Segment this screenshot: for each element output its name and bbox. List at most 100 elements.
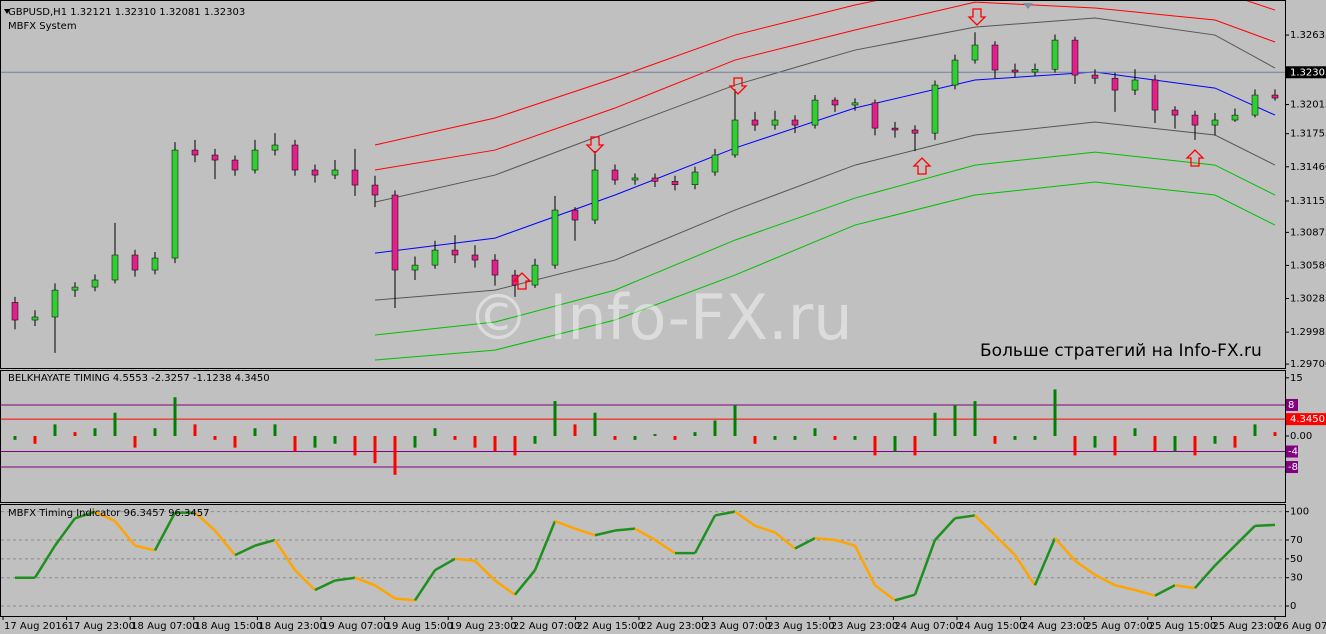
signal-arrows <box>512 8 1205 290</box>
indicator-segment <box>194 511 216 532</box>
x-tick-label: 19 Aug 23:00 <box>449 621 516 632</box>
histogram-bar <box>513 436 517 456</box>
histogram-bar <box>813 428 817 436</box>
indicator-segment <box>74 510 96 520</box>
candle-body <box>1091 74 1099 79</box>
indicator-segment <box>994 534 1016 556</box>
indicator-segment <box>1013 554 1037 586</box>
indicator-segment <box>354 576 376 587</box>
indicator-segment <box>614 527 636 532</box>
indicator-segment <box>1194 564 1216 589</box>
histogram-bar <box>753 436 757 444</box>
indicator-segment <box>654 538 676 555</box>
candle-body <box>31 316 39 321</box>
candle-body <box>891 127 899 131</box>
x-tick-label: 17 Aug 2016 <box>4 621 68 632</box>
belkhayate-title: BELKHAYATE TIMING 4.5553 -2.3257 -1.1238… <box>8 373 270 384</box>
indicator-segment <box>454 557 476 562</box>
sell-arrow <box>967 8 987 26</box>
candle-body <box>911 129 919 134</box>
histogram-bar <box>253 428 257 436</box>
histogram-bar <box>413 436 417 448</box>
indicator-segment <box>1114 584 1136 592</box>
histogram-bar <box>1053 389 1057 436</box>
candle-body <box>151 257 159 271</box>
band-line <box>374 17 1276 203</box>
candle-body <box>1131 79 1139 91</box>
indicator-segment <box>53 517 77 547</box>
candle-body <box>351 169 359 186</box>
candle-body <box>591 169 599 221</box>
candle-body <box>771 119 779 126</box>
indicator-segment <box>714 510 736 517</box>
indicator-segment <box>1074 559 1096 576</box>
buy-arrow <box>1185 149 1205 167</box>
indicator-segment <box>693 514 717 554</box>
candle-body <box>391 194 399 271</box>
candle-body <box>991 44 999 71</box>
candle-body <box>631 177 639 181</box>
candle-body <box>811 99 819 126</box>
histogram-bar <box>1213 436 1217 444</box>
histogram-bar <box>853 436 857 440</box>
indicator-segment <box>234 544 256 557</box>
indicator-segment <box>853 545 877 586</box>
histogram-bar <box>1233 436 1237 448</box>
histogram-bar <box>333 436 337 444</box>
histogram-bar <box>1033 436 1037 440</box>
belkhayate-pane <box>0 370 1286 503</box>
last-value-label: 4.3450 <box>1290 414 1325 425</box>
histogram-bar <box>733 404 737 436</box>
indicator-segment <box>874 584 896 602</box>
indicator-segment <box>514 569 536 596</box>
candle-body <box>311 169 319 176</box>
candle-body <box>551 209 559 266</box>
candle-body <box>711 154 719 173</box>
x-tick-label: 23 Aug 15:00 <box>767 621 834 632</box>
histogram-bar <box>213 436 217 440</box>
histogram-bar <box>353 436 357 456</box>
histogram-bar <box>1093 436 1097 448</box>
x-tick-label: 18 Aug 23:00 <box>258 621 325 632</box>
x-tick-label: 18 Aug 07:00 <box>131 621 198 632</box>
histogram-bar <box>673 436 677 440</box>
histogram-bar <box>1193 436 1197 456</box>
candle-body <box>451 249 459 256</box>
candle-body <box>791 119 799 126</box>
candle-body <box>91 279 99 288</box>
candle-body <box>331 169 339 176</box>
indicator-segment <box>314 579 336 592</box>
price-subtitle: MBFX System <box>8 21 77 32</box>
indicator-segment <box>814 536 836 542</box>
candle-body <box>471 254 479 261</box>
candle-body <box>691 171 699 185</box>
candle-body <box>1191 114 1199 126</box>
y-tick-label: 100 <box>1290 507 1309 518</box>
last-price-box <box>1286 66 1326 79</box>
band-line <box>374 1 1276 171</box>
indicator-segment <box>374 584 396 600</box>
x-tick-label: 23 Aug 23:00 <box>831 621 898 632</box>
indicator-segment <box>134 544 156 552</box>
histogram-bar <box>1273 432 1277 436</box>
indicator-segment <box>1054 537 1076 562</box>
candle-body <box>931 84 939 134</box>
candle-body <box>1171 109 1179 116</box>
x-tick-label: 24 Aug 07:00 <box>894 621 961 632</box>
y-tick-label: 0 <box>1290 601 1296 612</box>
histogram-bar <box>973 401 977 436</box>
indicator-segment <box>394 597 416 602</box>
candle-body <box>671 181 679 185</box>
indicator-segment <box>894 593 916 602</box>
x-tick-label: 22 Aug 07:00 <box>513 621 580 632</box>
x-tick-label: 26 Aug 07 <box>1276 621 1326 632</box>
y-tick-label: 0.00 <box>1290 431 1312 442</box>
y-tick-label: 30 <box>1290 573 1303 584</box>
indicator-segment <box>1234 524 1256 547</box>
candle-body <box>531 264 539 286</box>
histogram-bar <box>313 436 317 448</box>
indicator-segment <box>474 559 496 582</box>
indicator-segment <box>334 576 356 582</box>
indicator-segment <box>734 510 756 527</box>
